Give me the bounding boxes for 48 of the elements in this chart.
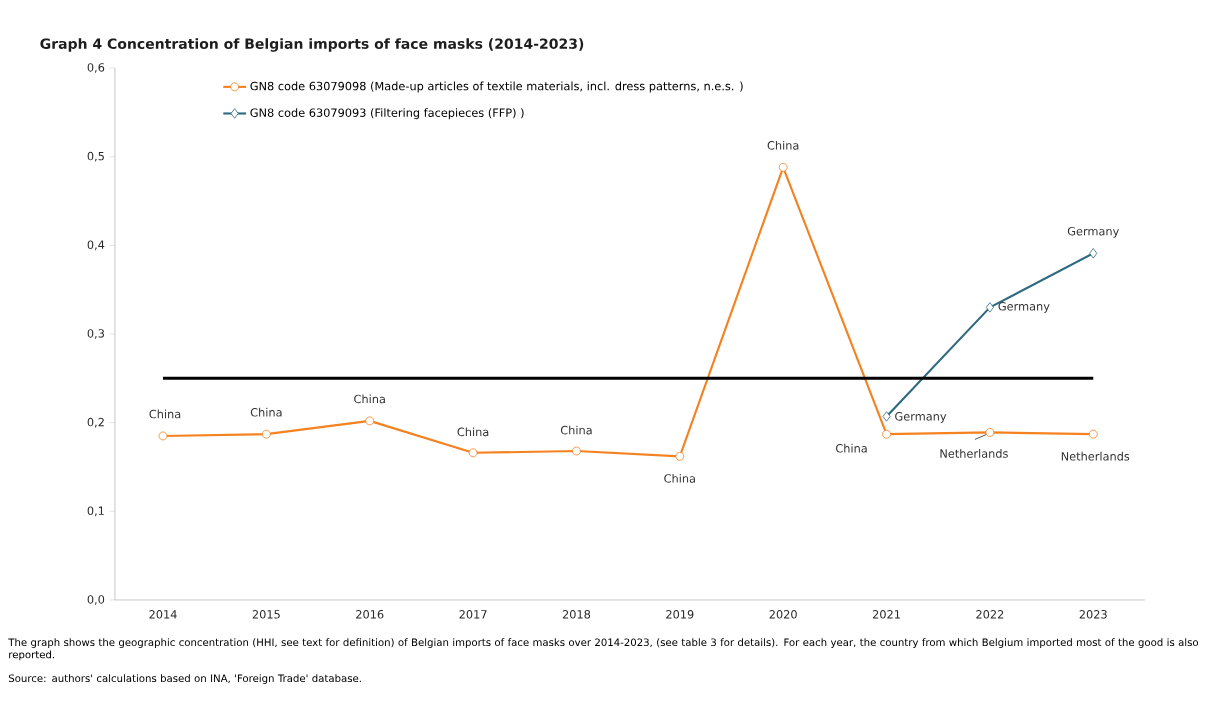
y-tick-label: 0,4 [87,240,105,251]
x-tick-label: 2016 [356,610,384,619]
annotation: China [149,409,181,419]
annotation: China [457,427,489,437]
x-tick-label: 2022 [976,610,1004,619]
x-tick-label: 2018 [562,610,591,619]
text: The graph shows the geographic concentration (HHI, see text for definition) of Belgian imports of face masks over 2014-2023, (see table 3 for details). For each year, the country from which Belgium imported most of the good is also reported. [8,638,1199,661]
annotation: China [250,407,282,417]
point [778,162,788,172]
x-tick-label: 2023 [1079,610,1107,619]
point [882,411,891,422]
y-tick-label: 0,5 [87,151,104,162]
x-tick-label: 2017 [459,610,487,619]
annotation: China [767,140,799,150]
annotation: Netherlands [940,449,1008,458]
annotation: Netherlands [1061,451,1130,461]
point [261,429,271,439]
source-note: Source: authors' calculations based on INA, 'Foreign Trade' database. [8,674,361,685]
x-tick-label: 2014 [149,610,177,619]
y-tick-label: 0,6 [87,63,105,73]
y-tick-label: 0,0 [87,595,105,605]
annotation: China [354,394,385,404]
point [985,302,994,313]
point [985,428,995,437]
x-tick-label: 2021 [872,610,900,619]
x-tick-label: 2019 [666,610,694,619]
point [365,416,375,426]
y-tick-label: 0,3 [87,329,104,339]
annotation: China [835,443,867,453]
x-tick-label: 2020 [769,610,797,619]
point [882,429,891,439]
annotation: China [664,473,695,483]
y-tick-label: 0,1 [87,506,104,517]
point [1088,429,1098,439]
y-tick-label: 0,2 [87,417,104,428]
point [1089,248,1098,259]
point [158,431,168,441]
point [572,446,581,456]
x-tick-label: 2015 [252,610,280,619]
annotation: Germany [1067,226,1119,238]
annotation: Germany [895,412,947,423]
legend-label: GN8 code 63079098 (Made-up articles of textile materials, incl. dress patterns, n.e.s. ) [250,81,743,93]
point [675,451,685,461]
point [468,448,478,458]
annotation: China [560,425,592,435]
annotation: Germany [998,302,1050,313]
chart-title: Graph 4 Concentration of Belgian imports of face masks (2014-2023) [40,38,584,52]
legend-label: GN8 code 63079093 (Filtering facepieces (FFP) ) [250,108,524,120]
